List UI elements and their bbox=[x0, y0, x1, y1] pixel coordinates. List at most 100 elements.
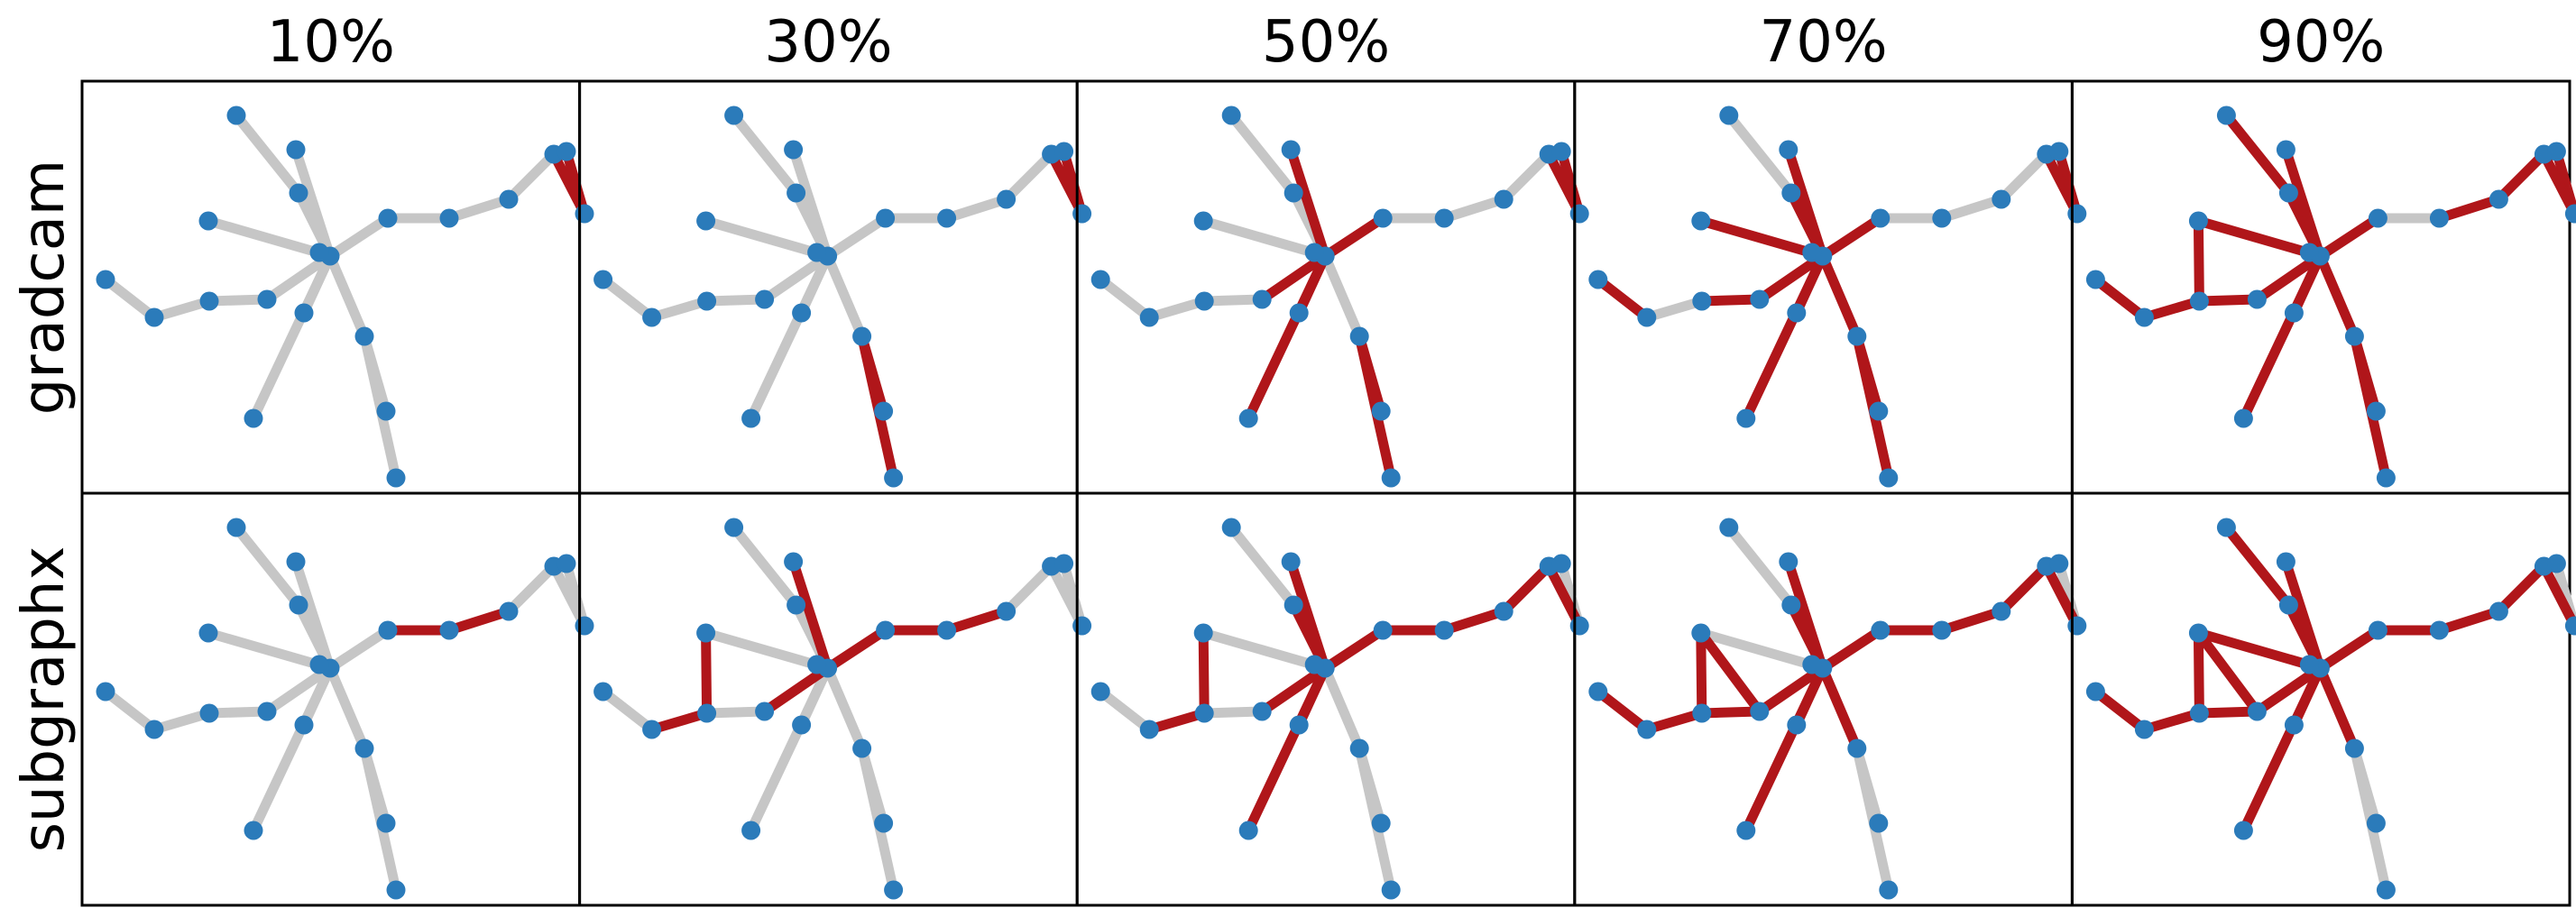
graph-edge bbox=[729, 522, 802, 610]
graph-node bbox=[1252, 702, 1272, 721]
graph-edge bbox=[598, 274, 658, 323]
graph-edge bbox=[325, 213, 393, 261]
graph-node bbox=[1569, 204, 1589, 224]
graph-node bbox=[575, 204, 594, 224]
highlighted-edge bbox=[2314, 213, 2383, 261]
graph-node bbox=[1221, 518, 1241, 537]
highlighted-edge bbox=[2193, 628, 2204, 719]
panel-frame bbox=[80, 491, 582, 907]
panel-gradcam-3 bbox=[1075, 79, 1589, 495]
highlighted-edge bbox=[2433, 194, 2504, 224]
graph-node bbox=[294, 303, 314, 323]
highlighted-edge bbox=[1144, 708, 1210, 735]
graph-node bbox=[1787, 715, 1807, 735]
graph-node bbox=[1869, 401, 1889, 421]
graph-node bbox=[1494, 189, 1513, 209]
graph-edge bbox=[823, 213, 891, 261]
graph-node bbox=[1434, 620, 1454, 640]
graph-node bbox=[2134, 720, 2154, 739]
graph-node bbox=[997, 601, 1017, 621]
graph-edge bbox=[1724, 110, 1797, 198]
highlighted-edge bbox=[2090, 274, 2149, 323]
graph-node bbox=[2049, 554, 2069, 573]
graph-node bbox=[2189, 703, 2209, 723]
graph-node bbox=[1193, 623, 1213, 643]
graph-edge bbox=[647, 296, 713, 323]
graph-node bbox=[294, 715, 314, 735]
graph-node bbox=[2376, 468, 2396, 488]
highlighted-edge bbox=[1696, 628, 1707, 719]
graph-node bbox=[1193, 211, 1213, 231]
graph-node bbox=[1847, 326, 1867, 346]
graph-edge bbox=[796, 251, 833, 318]
graph-node bbox=[1371, 401, 1391, 421]
graph-node bbox=[2278, 183, 2298, 203]
graph-node bbox=[1802, 243, 1822, 262]
highlighted-edge bbox=[2314, 625, 2383, 674]
highlighted-edge bbox=[1320, 625, 1388, 674]
graph-panels bbox=[80, 79, 2576, 907]
graph-node bbox=[2344, 738, 2364, 758]
graph-node bbox=[1283, 595, 1303, 615]
graph-edge bbox=[1498, 149, 1554, 205]
highlighted-edge bbox=[1696, 215, 1828, 261]
graph-node bbox=[1349, 738, 1369, 758]
highlighted-edge bbox=[1285, 144, 1330, 261]
column-title: 10% bbox=[267, 9, 395, 76]
graph-node bbox=[226, 518, 246, 537]
graph-edge bbox=[1095, 686, 1155, 735]
graph-edge bbox=[701, 215, 833, 261]
graph-node bbox=[1281, 552, 1301, 572]
panel-frame bbox=[1573, 79, 2074, 495]
graph-node bbox=[593, 270, 613, 289]
graph-node bbox=[2546, 142, 2566, 161]
highlighted-edge bbox=[1593, 274, 1652, 323]
graph-node bbox=[807, 655, 827, 674]
graph-edge bbox=[203, 628, 336, 674]
graph-node bbox=[755, 289, 775, 309]
highlighted-edge bbox=[1791, 663, 1828, 730]
graph-edge bbox=[325, 251, 370, 342]
highlighted-edge bbox=[2433, 606, 2504, 636]
graph-node bbox=[1090, 270, 1110, 289]
graph-node bbox=[1781, 183, 1801, 203]
highlighted-edge bbox=[1256, 251, 1330, 305]
graph-node bbox=[1692, 703, 1712, 723]
graph-node bbox=[96, 682, 115, 702]
graph-node bbox=[2299, 243, 2319, 262]
highlighted-edge bbox=[1783, 556, 1828, 674]
highlighted-edge bbox=[1498, 561, 1554, 617]
graph-edge bbox=[325, 663, 370, 754]
graph-node bbox=[1847, 738, 1867, 758]
graph-node bbox=[874, 401, 894, 421]
graph-edge bbox=[1199, 706, 1267, 719]
highlighted-edge bbox=[2493, 561, 2549, 617]
graph-node bbox=[257, 289, 277, 309]
panel-gradcam-5 bbox=[2070, 79, 2576, 495]
panel-frame bbox=[578, 79, 1079, 495]
graph-node bbox=[199, 291, 219, 311]
graph-edge bbox=[204, 706, 272, 719]
graph-node bbox=[1779, 140, 1799, 160]
graph-node bbox=[378, 620, 398, 640]
graph-node bbox=[2067, 616, 2087, 636]
highlighted-edge bbox=[2193, 628, 2262, 717]
graph-edge bbox=[149, 296, 215, 323]
graph-node bbox=[1736, 408, 1756, 428]
graph-node bbox=[792, 715, 812, 735]
graph-edge bbox=[1198, 628, 1330, 674]
column-titles: 10% 30% 50% 70% 90% bbox=[267, 9, 2386, 76]
graph-node bbox=[309, 655, 329, 674]
column-title: 30% bbox=[764, 9, 892, 76]
graph-node bbox=[2067, 204, 2087, 224]
highlighted-edge bbox=[647, 708, 713, 735]
panel-subgraphx-5 bbox=[2070, 491, 2576, 907]
graph-node bbox=[1238, 408, 1258, 428]
panel-frame bbox=[2070, 491, 2571, 907]
graph-node bbox=[1871, 208, 1891, 228]
graph-node bbox=[937, 620, 957, 640]
graph-node bbox=[1304, 243, 1324, 262]
highlighted-edge bbox=[1754, 663, 1828, 717]
graph-node bbox=[1719, 518, 1739, 537]
graph-node bbox=[439, 620, 459, 640]
